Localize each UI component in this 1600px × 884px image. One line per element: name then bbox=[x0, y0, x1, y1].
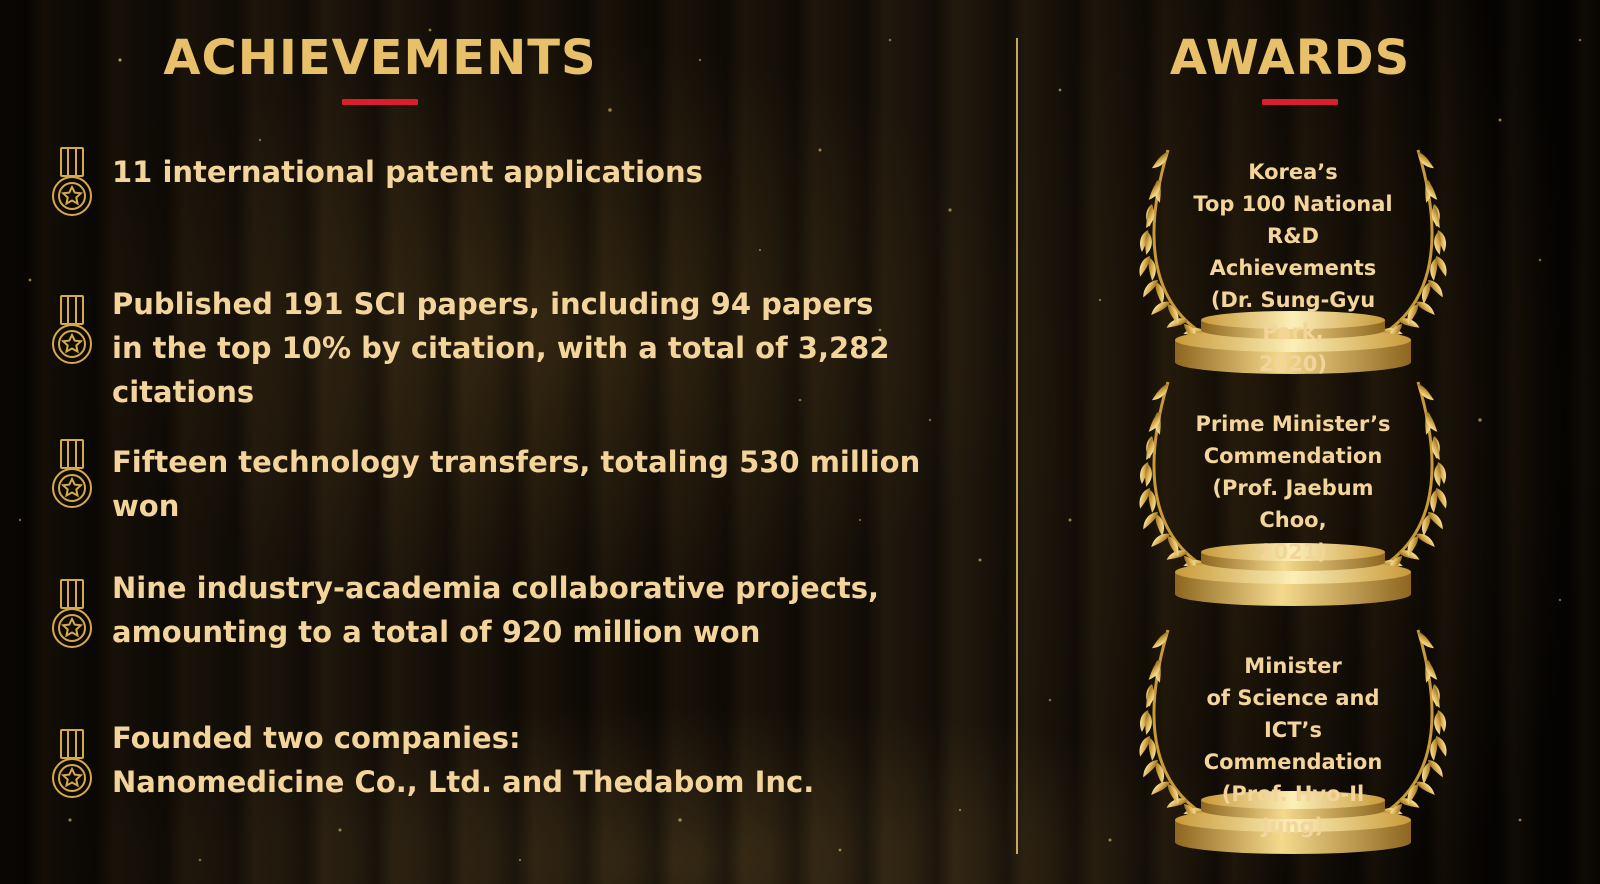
awards-heading: AWARDS bbox=[1169, 30, 1411, 86]
achievement-text: Fifteen technology transfers, totaling 5… bbox=[112, 445, 921, 523]
award-text: Minister of Science and ICT’s Commendati… bbox=[1203, 654, 1383, 838]
award-text: Korea’s Top 100 National R&D Achievement… bbox=[1193, 160, 1393, 376]
medal-icon bbox=[48, 146, 96, 220]
achievement-item-companies: Founded two companies: Nanomedicine Co.,… bbox=[48, 721, 988, 804]
medal-icon bbox=[48, 294, 96, 368]
achievement-item-tech-transfers: Fifteen technology transfers, totaling 5… bbox=[48, 440, 988, 528]
award-item-prime-minister: Prime Minister’s Commendation (Prof. Jae… bbox=[1118, 372, 1468, 608]
achievement-item-collaborations: Nine industry-academia collaborative pro… bbox=[48, 571, 988, 654]
achievement-item-papers: Published 191 SCI papers, including 94 p… bbox=[48, 287, 988, 414]
award-item-top100: Korea’s Top 100 National R&D Achievement… bbox=[1118, 140, 1468, 376]
column-divider bbox=[1016, 38, 1018, 854]
achievement-text: 11 international patent applications bbox=[112, 155, 703, 189]
achievement-text: Nine industry-academia collaborative pro… bbox=[112, 571, 880, 649]
achievement-text: Published 191 SCI papers, including 94 p… bbox=[112, 287, 890, 409]
award-item-minister-science-ict: Minister of Science and ICT’s Commendati… bbox=[1118, 620, 1468, 856]
medal-icon bbox=[48, 728, 96, 802]
achievements-heading: ACHIEVEMENTS bbox=[163, 30, 597, 86]
award-text: Prime Minister’s Commendation (Prof. Jae… bbox=[1195, 412, 1391, 564]
achievement-text: Founded two companies: Nanomedicine Co.,… bbox=[112, 721, 815, 799]
achievement-item-patents: 11 international patent applications bbox=[48, 148, 988, 220]
medal-icon bbox=[48, 438, 96, 512]
achievements-heading-underline bbox=[342, 99, 418, 105]
medal-icon bbox=[48, 578, 96, 652]
awards-heading-underline bbox=[1262, 99, 1338, 105]
